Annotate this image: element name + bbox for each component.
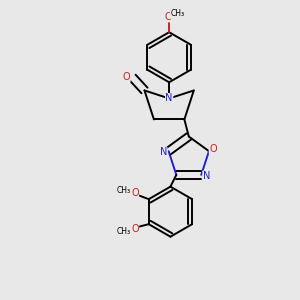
- Text: CH₃: CH₃: [117, 186, 131, 195]
- Text: O: O: [131, 224, 139, 234]
- Text: N: N: [166, 94, 173, 103]
- Text: N: N: [160, 147, 167, 157]
- Text: CH₃: CH₃: [117, 227, 131, 236]
- Text: O: O: [164, 12, 172, 22]
- Text: CH₃: CH₃: [170, 10, 184, 19]
- Text: O: O: [131, 188, 139, 198]
- Text: N: N: [203, 171, 210, 181]
- Text: O: O: [122, 72, 130, 82]
- Text: O: O: [209, 144, 217, 154]
